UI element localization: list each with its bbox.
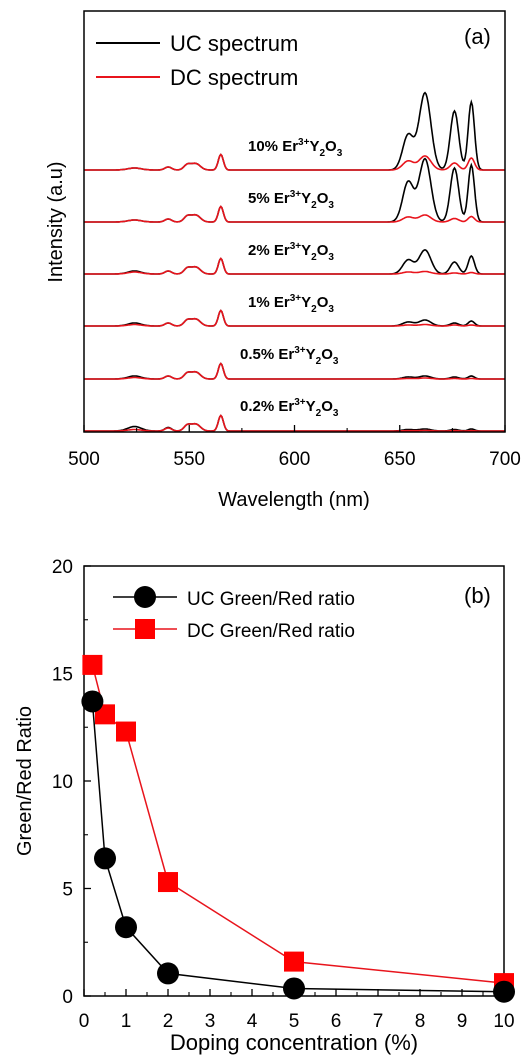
spectra-x-ticks: 500 550 600 650 700 xyxy=(68,425,521,470)
uc-ratio-point xyxy=(81,690,104,713)
x-tick-label: 1 xyxy=(121,1011,132,1032)
uc-spectrum-trace xyxy=(84,362,505,380)
uc-ratio-point xyxy=(493,980,515,1003)
x-tick-label: 500 xyxy=(68,449,100,470)
spectra-traces xyxy=(84,91,505,432)
sample-label: 10% Er3+Y2O3 xyxy=(248,137,343,159)
y-tick-label: 5 xyxy=(62,880,73,901)
x-tick-label: 8 xyxy=(415,1011,426,1032)
ratio-legend: UC Green/Red ratio DC Green/Red ratio xyxy=(113,586,355,642)
x-tick-label: 7 xyxy=(373,1011,384,1032)
spectra-x-axis-label: Wavelength (nm) xyxy=(218,489,370,511)
sample-label: 1% Er3+Y2O3 xyxy=(248,293,334,315)
sample-label: 0.2% Er3+Y2O3 xyxy=(240,397,339,419)
ratio-x-axis-label: Doping concentration (%) xyxy=(170,1030,418,1055)
panel-label-a: (a) xyxy=(464,24,491,49)
spectra-trace-labels: 10% Er3+Y2O3 5% Er3+Y2O3 2% Er3+Y2O3 1% Er3… xyxy=(240,137,343,419)
x-tick-label: 550 xyxy=(173,449,205,470)
dc-spectrum-trace xyxy=(84,309,505,327)
ratio-ticks: 0 1 2 3 4 5 6 7 8 9 10 0 5 10 15 20 xyxy=(52,557,515,1032)
panel-label-b: (b) xyxy=(464,583,491,608)
dc-ratio-line xyxy=(91,664,505,984)
x-tick-label: 10 xyxy=(493,1011,514,1032)
x-tick-label: 4 xyxy=(247,1011,258,1032)
uc-spectrum-trace xyxy=(84,249,505,275)
ratio-y-axis-label: Green/Red Ratio xyxy=(14,706,36,856)
dc-spectrum-trace xyxy=(84,205,505,223)
dc-spectrum-trace xyxy=(84,257,505,275)
dc-spectrum-trace xyxy=(84,153,505,171)
uc-ratio-line xyxy=(91,701,505,993)
uc-ratio-point xyxy=(94,847,116,870)
spectra-y-axis-label: Intensity (a.u) xyxy=(45,161,67,282)
x-tick-label: 700 xyxy=(489,449,521,470)
x-tick-label: 0 xyxy=(79,1011,90,1032)
dc-ratio-point xyxy=(284,951,304,972)
x-tick-label: 650 xyxy=(384,449,416,470)
uc-spectrum-trace xyxy=(84,91,505,171)
legend-uc-ratio-marker xyxy=(134,586,156,608)
spectra-panel: 500 550 600 650 700 10% Er3+Y2O3 5% Er3+Y2O3 2… xyxy=(45,10,521,511)
legend-dc-ratio-marker xyxy=(135,619,155,639)
spectra-legend: UC spectrum DC spectrum xyxy=(96,31,298,90)
legend-uc-ratio-label: UC Green/Red ratio xyxy=(187,589,355,610)
legend-dc-ratio-label: DC Green/Red ratio xyxy=(187,621,355,642)
dc-ratio-point xyxy=(158,872,178,893)
x-tick-label: 6 xyxy=(331,1011,342,1032)
x-tick-label: 600 xyxy=(279,449,311,470)
sample-label: 5% Er3+Y2O3 xyxy=(248,189,334,211)
dc-spectrum-trace xyxy=(84,362,505,380)
ratio-series xyxy=(81,654,515,1003)
dc-ratio-point xyxy=(82,654,103,675)
x-tick-label: 9 xyxy=(457,1011,468,1032)
legend-uc-label: UC spectrum xyxy=(170,31,298,56)
x-tick-label: 2 xyxy=(163,1011,174,1032)
y-tick-label: 0 xyxy=(62,987,73,1008)
legend-dc-label: DC spectrum xyxy=(170,65,298,90)
y-tick-label: 20 xyxy=(52,557,73,578)
dc-ratio-point xyxy=(116,721,136,742)
y-tick-label: 10 xyxy=(52,772,73,793)
x-tick-label: 5 xyxy=(289,1011,300,1032)
x-tick-label: 3 xyxy=(205,1011,216,1032)
uc-ratio-point xyxy=(157,962,179,985)
y-tick-label: 15 xyxy=(52,665,73,686)
sample-label: 0.5% Er3+Y2O3 xyxy=(240,345,339,367)
ratio-panel: 0 1 2 3 4 5 6 7 8 9 10 0 5 10 15 20 UC Green/Red ratio … xyxy=(14,557,515,1055)
uc-ratio-point xyxy=(115,916,137,939)
sample-label: 2% Er3+Y2O3 xyxy=(248,241,334,263)
uc-spectrum-trace xyxy=(84,309,505,327)
uc-ratio-point xyxy=(283,977,305,1000)
